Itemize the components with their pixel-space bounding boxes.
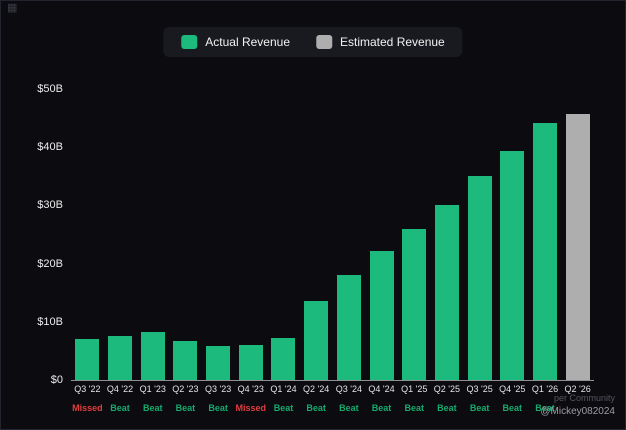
- bar-slot-4: Q2 '23 Beat: [169, 89, 202, 413]
- actual-revenue-bar: [271, 338, 296, 380]
- x-axis-label: Q2 '23: [172, 384, 199, 394]
- bar-slot-15: Q1 '26 Beat: [529, 89, 562, 413]
- x-axis-label: Q3 '22: [74, 384, 101, 394]
- bar-slot-12: Q2 '25 Beat: [431, 89, 464, 413]
- x-axis-label: Q1 '26: [531, 384, 559, 394]
- y-axis-tick: $20B: [37, 257, 63, 270]
- actual-revenue-bar: [434, 205, 459, 380]
- result-label-beat: Beat: [273, 403, 294, 413]
- result-label-missed: Missed: [72, 403, 103, 413]
- chart-legend: Actual Revenue Estimated Revenue: [163, 27, 463, 57]
- result-label-beat: Beat: [371, 403, 392, 413]
- x-axis-label: Q1 '25: [401, 384, 428, 394]
- result-label-beat: Beat: [437, 403, 457, 413]
- actual-revenue-bar: [532, 123, 557, 380]
- actual-revenue-bar: [402, 228, 427, 380]
- result-label-beat: Beat: [339, 403, 359, 413]
- y-axis-tick: $10B: [37, 315, 63, 328]
- result-label-beat: Beat: [208, 403, 228, 413]
- y-axis-tick: $30B: [37, 199, 63, 212]
- watermark: per Community @Mickey082024: [540, 393, 615, 417]
- result-label-missed: Missed: [235, 403, 267, 413]
- bar-slot-6: Q4 '23 Missed: [234, 89, 267, 413]
- y-axis-tick: $40B: [37, 141, 63, 154]
- actual-revenue-bar: [206, 345, 231, 380]
- y-axis-tick: $50B: [37, 83, 63, 95]
- legend-item-actual: Actual Revenue: [181, 35, 290, 49]
- x-axis-label: Q3 '23: [204, 384, 232, 394]
- estimated-revenue-swatch: [316, 35, 332, 49]
- x-axis-label: Q1 '24: [270, 384, 297, 394]
- bar-slot-14: Q4 '25 Beat: [496, 89, 529, 413]
- actual-revenue-label: Actual Revenue: [205, 35, 290, 49]
- bar-slot-8: Q2 '24 Beat: [300, 89, 333, 413]
- x-axis-label: Q4 '25: [499, 384, 526, 394]
- actual-revenue-bar: [173, 341, 198, 380]
- result-label-beat: Beat: [502, 403, 523, 413]
- bar-slot-3: Q1 '23 Beat: [136, 89, 169, 413]
- corner-watermark-icon: ▦: [7, 2, 18, 14]
- actual-revenue-bar: [369, 251, 394, 380]
- plot-area: $0 $10B $20B $30B $40B $50B Q3 '22 Missed Q4 '2…: [37, 83, 594, 413]
- bar-slot-10: Q4 '24 Beat: [365, 89, 398, 413]
- estimated-revenue-bar: [565, 114, 590, 380]
- x-axis-label: Q4 '24: [368, 384, 395, 394]
- actual-revenue-bar: [500, 151, 525, 380]
- x-axis-label: Q3 '24: [335, 384, 362, 394]
- x-axis-label: Q4 '23: [237, 384, 264, 394]
- bar-slot-9: Q3 '24 Beat: [333, 89, 366, 413]
- x-axis-label: Q4 '22: [106, 384, 134, 394]
- bar-slot-16: Q2 '26: [561, 89, 594, 394]
- actual-revenue-bar: [140, 331, 165, 380]
- bar-slot-5: Q3 '23 Beat: [202, 89, 235, 413]
- y-axis-tick: $0: [50, 374, 63, 386]
- actual-revenue-bar: [467, 175, 492, 380]
- actual-revenue-bar: [75, 338, 100, 380]
- result-label-beat: Beat: [110, 403, 130, 413]
- actual-revenue-swatch: [181, 35, 198, 49]
- x-axis-label: Q1 '23: [139, 384, 166, 394]
- watermark-community-text: per Community: [553, 393, 615, 403]
- bar-slot-2: Q4 '22 Beat: [104, 89, 137, 413]
- result-label-beat: Beat: [142, 403, 163, 413]
- x-axis-label: Q2 '24: [303, 384, 330, 394]
- result-label-beat: Beat: [469, 403, 490, 413]
- legend-item-estimated: Estimated Revenue: [316, 35, 445, 49]
- actual-revenue-bar: [304, 301, 329, 380]
- x-axis-label: Q3 '25: [466, 384, 493, 394]
- result-label-beat: Beat: [404, 403, 424, 413]
- bars-container: Q3 '22 Missed Q4 '22 Beat Q1 '23 Beat Q2 '23 Be…: [71, 89, 594, 413]
- actual-revenue-bar: [336, 274, 361, 380]
- y-axis: $0 $10B $20B $30B $40B $50B: [37, 83, 594, 386]
- bar-slot-11: Q1 '25 Beat: [398, 89, 431, 413]
- result-label-beat: Beat: [175, 403, 196, 413]
- watermark-handle: @Mickey082024: [540, 406, 615, 417]
- result-label-beat: Beat: [535, 403, 555, 413]
- x-axis-label: Q2 '25: [433, 384, 461, 394]
- actual-revenue-bar: [108, 335, 133, 380]
- x-axis-label: Q2 '26: [564, 384, 591, 394]
- actual-revenue-bar: [238, 344, 263, 380]
- result-label-beat: Beat: [306, 403, 326, 413]
- bar-slot-1: Q3 '22 Missed: [71, 89, 104, 413]
- bar-slot-7: Q1 '24 Beat: [267, 89, 300, 413]
- bar-slot-13: Q3 '25 Beat: [463, 89, 496, 413]
- estimated-revenue-label: Estimated Revenue: [340, 35, 445, 49]
